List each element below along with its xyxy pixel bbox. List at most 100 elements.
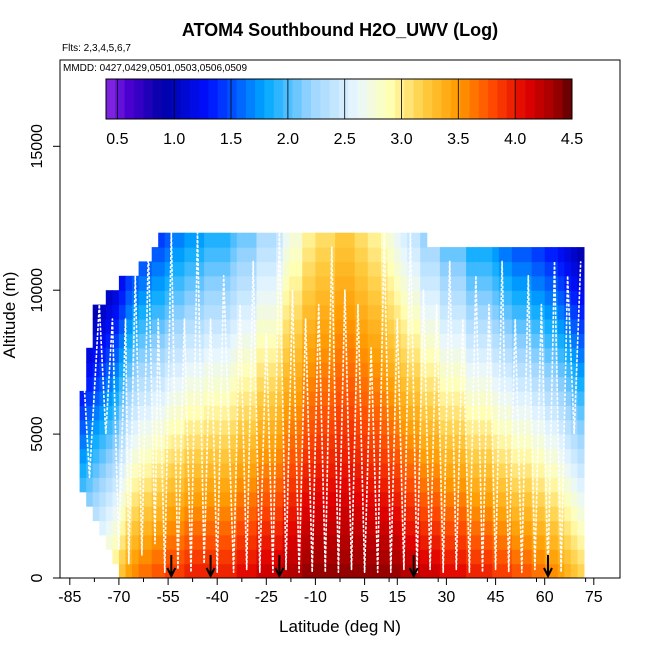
- heatmap-cell: [295, 419, 303, 435]
- heatmap-cell: [341, 362, 349, 378]
- heatmap-cell: [92, 448, 100, 464]
- heatmap-cell: [230, 275, 238, 291]
- heatmap-cell: [138, 390, 146, 406]
- heatmap-cell: [171, 506, 179, 522]
- heatmap-cell: [236, 506, 244, 522]
- heatmap-cell: [158, 462, 166, 478]
- heatmap-cell: [570, 520, 578, 536]
- heatmap-cell: [315, 347, 323, 363]
- heatmap-cell: [92, 506, 100, 522]
- heatmap-cell: [485, 290, 493, 306]
- heatmap-cell: [420, 491, 428, 507]
- heatmap-cell: [217, 261, 225, 277]
- heatmap-cell: [282, 232, 290, 248]
- colorbar-segment: [422, 79, 433, 119]
- heatmap-cell: [354, 563, 362, 578]
- heatmap-cell: [361, 304, 369, 320]
- flights-subtitle: Flts: 2,3,4,5,6,7: [62, 43, 131, 54]
- heatmap-cell: [426, 419, 434, 435]
- heatmap-cell: [289, 319, 297, 334]
- heatmap-cell: [335, 275, 343, 291]
- heatmap-cell: [138, 419, 146, 435]
- heatmap-cell: [518, 390, 526, 406]
- heatmap-cell: [99, 333, 107, 349]
- heatmap-cell: [177, 549, 185, 565]
- colorbar-segment: [497, 79, 508, 119]
- heatmap-cell: [426, 434, 434, 450]
- heatmap-cell: [79, 448, 87, 464]
- heatmap-cell: [518, 549, 526, 565]
- heatmap-cell: [276, 448, 284, 464]
- heatmap-cell: [466, 304, 474, 320]
- heatmap-cell: [511, 304, 519, 320]
- heatmap-cell: [374, 477, 382, 493]
- heatmap-cell: [407, 304, 415, 320]
- heatmap-cell: [210, 347, 218, 363]
- heatmap-cell: [531, 304, 539, 320]
- heatmap-cell: [485, 462, 493, 478]
- heatmap-cell: [191, 275, 199, 291]
- heatmap-cell: [269, 390, 277, 406]
- heatmap-cell: [505, 290, 513, 306]
- heatmap-cell: [282, 247, 290, 263]
- heatmap-cell: [243, 362, 251, 378]
- heatmap-cell: [230, 434, 238, 450]
- heatmap-cell: [249, 419, 257, 435]
- heatmap-cell: [256, 520, 264, 536]
- heatmap-cell: [236, 390, 244, 406]
- heatmap-cell: [295, 232, 303, 248]
- heatmap-cell: [191, 247, 199, 263]
- heatmap-cell: [400, 362, 408, 378]
- heatmap-cell: [112, 376, 120, 392]
- heatmap-cell: [151, 448, 159, 464]
- heatmap-cell: [302, 448, 310, 464]
- heatmap-cell: [191, 290, 199, 306]
- heatmap-cell: [295, 347, 303, 363]
- heatmap-cell: [413, 333, 421, 349]
- heatmap-cell: [217, 290, 225, 306]
- heatmap-cell: [191, 319, 199, 334]
- heatmap-cell: [453, 477, 461, 493]
- heatmap-cell: [86, 419, 94, 435]
- heatmap-cell: [132, 376, 140, 392]
- heatmap-cell: [269, 347, 277, 363]
- heatmap-cell: [511, 549, 519, 565]
- heatmap-cell: [380, 362, 388, 378]
- heatmap-cell: [394, 419, 402, 435]
- heatmap-cell: [348, 376, 356, 392]
- heatmap-cell: [263, 275, 271, 291]
- heatmap-cell: [295, 247, 303, 263]
- heatmap-cell: [485, 376, 493, 392]
- heatmap-cell: [132, 549, 140, 565]
- y-tick-label: 0: [29, 573, 46, 582]
- heatmap-cell: [472, 419, 480, 435]
- heatmap-cell: [505, 275, 513, 291]
- heatmap-cell: [118, 304, 126, 320]
- heatmap-cell: [184, 290, 192, 306]
- heatmap-cell: [112, 448, 120, 464]
- heatmap-cell: [525, 549, 533, 565]
- heatmap-cell: [217, 462, 225, 478]
- heatmap-cell: [439, 319, 447, 334]
- heatmap-cell: [485, 434, 493, 450]
- colorbar-segment: [460, 79, 470, 119]
- heatmap-cell: [426, 261, 434, 277]
- heatmap-cell: [361, 261, 369, 277]
- x-tick-label: 60: [536, 589, 554, 606]
- heatmap-cell: [230, 534, 238, 550]
- heatmap-cell: [426, 477, 434, 493]
- heatmap-cell: [380, 376, 388, 392]
- heatmap-cell: [348, 491, 356, 507]
- heatmap-cell: [105, 405, 113, 421]
- heatmap-cell: [177, 491, 185, 507]
- heatmap-cell: [420, 462, 428, 478]
- heatmap-cell: [112, 520, 120, 536]
- heatmap-cell: [525, 477, 533, 493]
- heatmap-cell: [564, 261, 572, 277]
- heatmap-cell: [544, 290, 552, 306]
- heatmap-cell: [243, 275, 251, 291]
- heatmap-cell: [394, 261, 402, 277]
- heatmap-cell: [184, 333, 192, 349]
- heatmap-cell: [453, 376, 461, 392]
- heatmap-cell: [544, 362, 552, 378]
